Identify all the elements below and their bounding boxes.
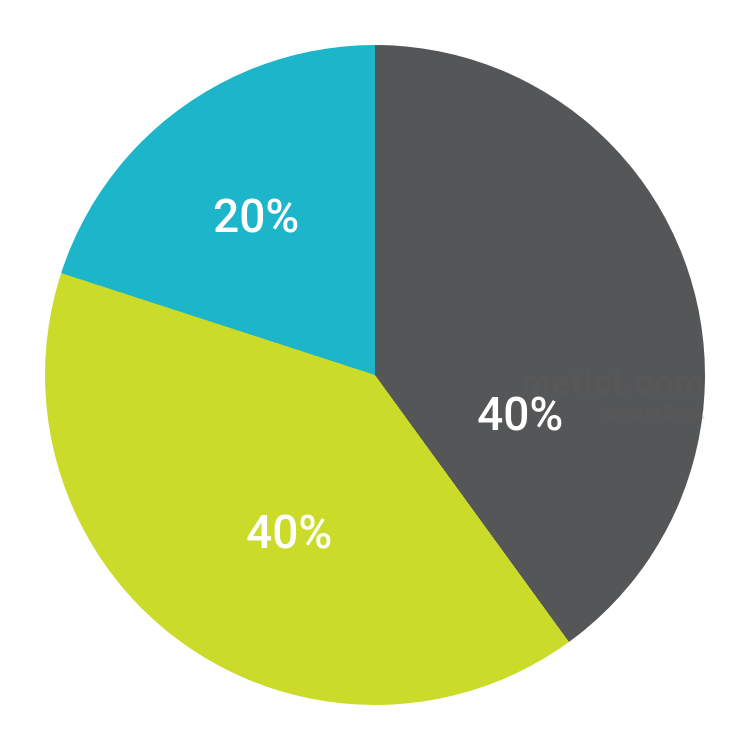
pie-chart: metict.com owano Book 40%40%20%: [45, 45, 705, 705]
pie-body: [45, 45, 705, 705]
slice-label: 40%: [477, 388, 563, 442]
slice-label: 40%: [246, 506, 332, 560]
slice-label: 20%: [213, 190, 299, 244]
